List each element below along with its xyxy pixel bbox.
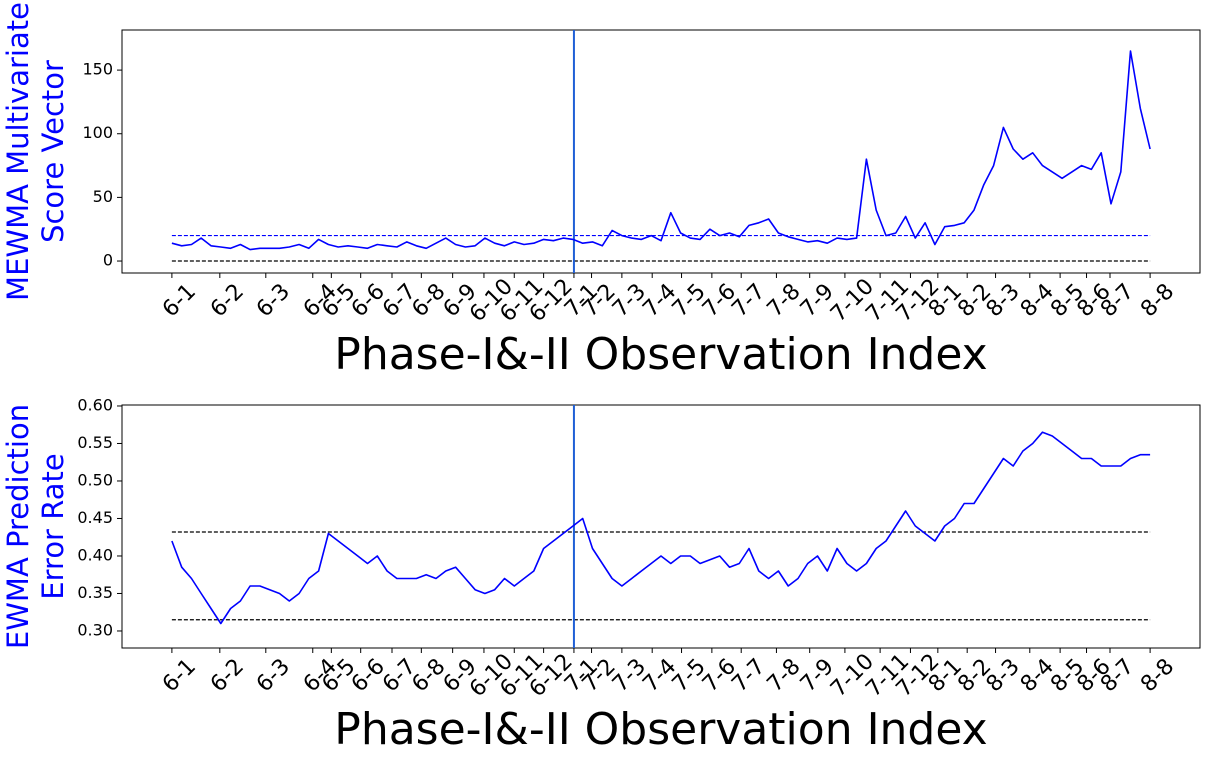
y-axis-label: MEWMA Multivariate	[1, 2, 35, 301]
y-tick-label: 0.50	[77, 470, 113, 489]
y-tick-label: 0.55	[77, 433, 113, 452]
x-tick-label: 7-7	[727, 654, 770, 697]
x-tick-label: 8-3	[982, 654, 1025, 697]
y-tick-label: 50	[93, 187, 113, 206]
y-tick-label: 0.60	[77, 395, 113, 414]
x-tick-label: 7-7	[727, 279, 770, 322]
y-tick-label: 0.30	[77, 620, 113, 639]
x-tick-label: 6-3	[252, 654, 295, 697]
y-tick-label: 0.35	[77, 583, 113, 602]
y-axis-label: Error Rate	[36, 453, 70, 599]
data-line	[171, 431, 1151, 625]
x-axis-label: Phase-I&-II Observation Index	[334, 329, 987, 380]
x-tick-label: 6-3	[252, 279, 295, 322]
x-tick-label: 6-2	[206, 654, 249, 697]
x-tick-label: 6-1	[158, 654, 201, 697]
y-axis-label: Score Vector	[36, 60, 70, 243]
y-tick-label: 0.40	[77, 545, 113, 564]
plot-frame	[121, 29, 1201, 274]
x-axis-label: Phase-I&-II Observation Index	[334, 704, 987, 755]
data-line	[171, 50, 1151, 251]
y-tick-label: 0	[103, 251, 113, 270]
y-tick-label: 100	[82, 123, 113, 142]
x-tick-label: 8-8	[1136, 654, 1179, 697]
x-tick-label: 6-1	[158, 279, 201, 322]
y-tick-label: 0.45	[77, 508, 113, 527]
y-axis-label: EWMA Prediction	[1, 404, 35, 649]
x-tick-label: 8-3	[982, 279, 1025, 322]
y-tick-label: 150	[82, 60, 113, 79]
plot-frame	[121, 404, 1201, 649]
x-tick-label: 8-8	[1136, 279, 1179, 322]
x-tick-label: 6-2	[206, 279, 249, 322]
